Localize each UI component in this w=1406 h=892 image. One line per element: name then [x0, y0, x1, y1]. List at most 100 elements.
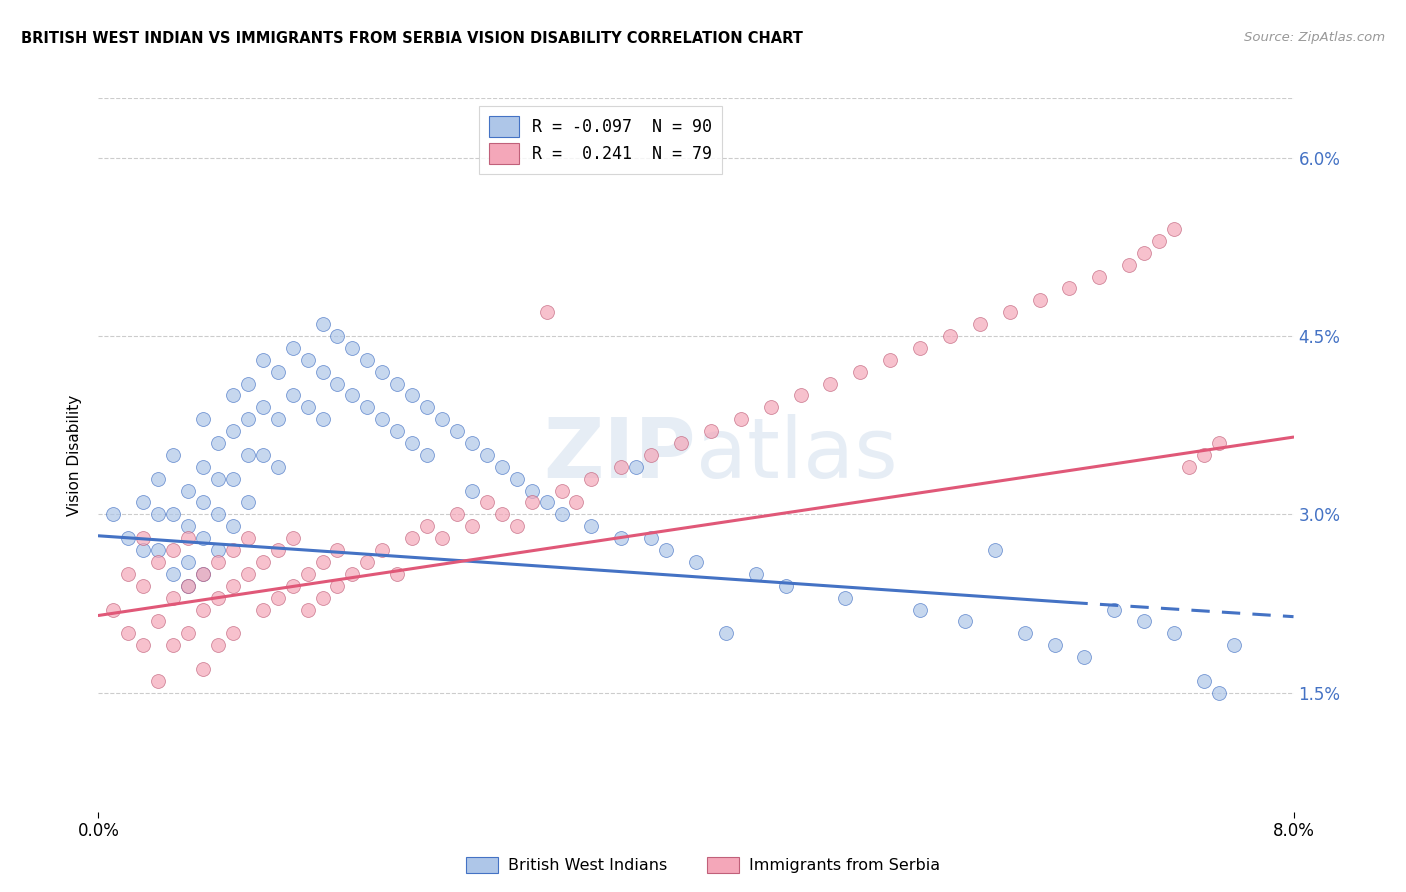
Point — [356, 352, 378, 367]
Point — [267, 365, 290, 379]
Point — [775, 579, 797, 593]
Point — [401, 388, 423, 402]
Point — [191, 495, 214, 509]
Point — [207, 472, 229, 486]
Point — [506, 519, 529, 533]
Point — [177, 531, 200, 545]
Point — [849, 365, 872, 379]
Point — [461, 519, 484, 533]
Point — [536, 495, 558, 509]
Point — [177, 579, 200, 593]
Legend: British West Indians, Immigrants from Serbia: British West Indians, Immigrants from Se… — [460, 850, 946, 880]
Point — [222, 626, 245, 640]
Point — [297, 566, 319, 581]
Point — [834, 591, 856, 605]
Point — [1163, 222, 1185, 236]
Point — [281, 341, 304, 355]
Point — [148, 543, 170, 558]
Point — [610, 531, 633, 545]
Point — [550, 483, 572, 498]
Point — [430, 412, 453, 426]
Point — [191, 566, 214, 581]
Point — [1088, 269, 1111, 284]
Point — [207, 508, 229, 522]
Point — [700, 424, 723, 438]
Point — [236, 531, 259, 545]
Point — [148, 508, 170, 522]
Point — [640, 531, 662, 545]
Point — [281, 531, 304, 545]
Point — [326, 543, 349, 558]
Point — [177, 626, 200, 640]
Point — [117, 531, 139, 545]
Point — [342, 566, 364, 581]
Point — [998, 305, 1021, 319]
Point — [132, 543, 155, 558]
Point — [326, 329, 349, 343]
Point — [326, 376, 349, 391]
Point — [252, 352, 274, 367]
Point — [252, 448, 274, 462]
Point — [281, 579, 304, 593]
Point — [416, 519, 439, 533]
Point — [1059, 281, 1081, 295]
Point — [311, 365, 333, 379]
Point — [506, 472, 529, 486]
Point — [252, 555, 274, 569]
Point — [191, 412, 214, 426]
Point — [148, 555, 170, 569]
Point — [550, 508, 572, 522]
Point — [1133, 245, 1156, 260]
Point — [117, 626, 139, 640]
Point — [326, 579, 349, 593]
Point — [820, 376, 842, 391]
Point — [132, 638, 155, 652]
Point — [342, 341, 364, 355]
Point — [222, 579, 245, 593]
Point — [207, 555, 229, 569]
Point — [669, 436, 692, 450]
Point — [222, 388, 245, 402]
Point — [640, 448, 662, 462]
Point — [222, 424, 245, 438]
Point — [565, 495, 588, 509]
Point — [207, 543, 229, 558]
Point — [222, 472, 245, 486]
Point — [730, 412, 752, 426]
Point — [267, 412, 290, 426]
Point — [581, 519, 603, 533]
Point — [446, 508, 468, 522]
Point — [745, 566, 768, 581]
Point — [1014, 626, 1036, 640]
Point — [520, 483, 543, 498]
Point — [1073, 650, 1095, 665]
Point — [191, 459, 214, 474]
Point — [385, 424, 409, 438]
Point — [475, 448, 498, 462]
Point — [177, 519, 200, 533]
Point — [1208, 436, 1230, 450]
Point — [789, 388, 811, 402]
Point — [356, 555, 378, 569]
Point — [969, 317, 991, 331]
Point — [311, 555, 333, 569]
Point — [297, 401, 319, 415]
Point — [714, 626, 737, 640]
Text: atlas: atlas — [696, 415, 897, 495]
Point — [430, 531, 453, 545]
Point — [103, 508, 125, 522]
Point — [162, 543, 184, 558]
Point — [236, 448, 259, 462]
Point — [1118, 258, 1140, 272]
Point — [1147, 234, 1170, 248]
Point — [281, 388, 304, 402]
Point — [132, 495, 155, 509]
Point — [371, 365, 394, 379]
Point — [162, 508, 184, 522]
Point — [207, 638, 229, 652]
Point — [222, 519, 245, 533]
Point — [236, 566, 259, 581]
Point — [1208, 686, 1230, 700]
Point — [1192, 673, 1215, 688]
Point — [191, 566, 214, 581]
